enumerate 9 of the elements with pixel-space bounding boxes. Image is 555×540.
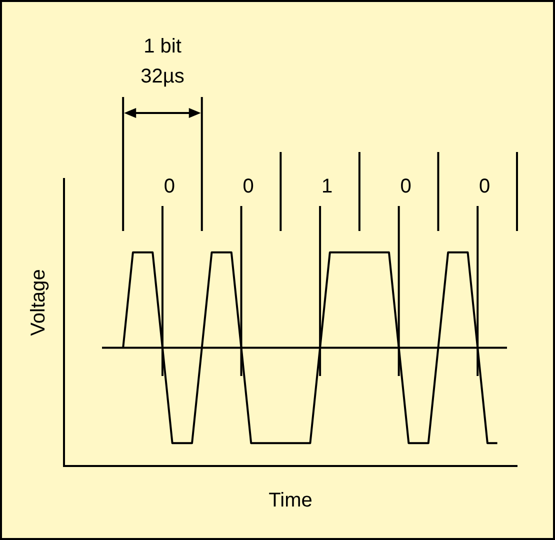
text: 1 bit: [144, 36, 182, 58]
text: 0: [479, 176, 490, 198]
x-axis-title: Time: [268, 490, 312, 512]
text: 32µs: [140, 66, 184, 88]
text: 0: [242, 176, 254, 198]
y-axis-title: Voltage: [28, 269, 50, 336]
text: 0: [164, 176, 176, 198]
text: 1: [321, 176, 333, 198]
text: 0: [400, 176, 412, 198]
